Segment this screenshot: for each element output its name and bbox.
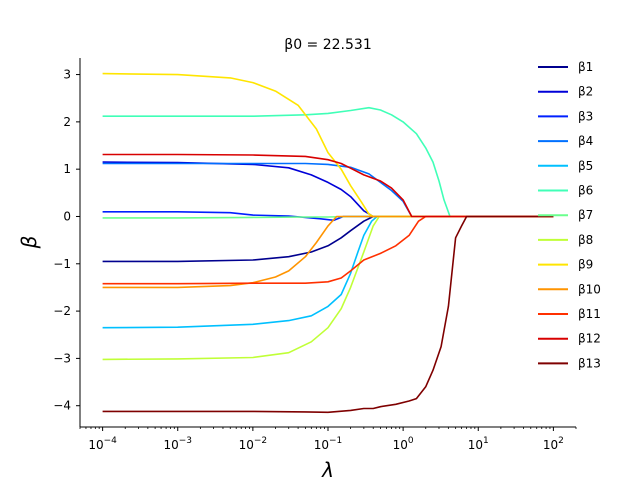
- legend-label: β4: [578, 134, 593, 148]
- series-line-β4: [102, 162, 554, 218]
- x-tick-exponent: −3: [179, 436, 192, 446]
- legend-label: β1: [578, 60, 593, 74]
- legend: β1 β2 β3 β4 β5 β6 β7 β8 β9 β10 β11 β12 β13: [538, 60, 601, 370]
- series-line-β1: [102, 215, 554, 263]
- legend-label: β10: [578, 282, 601, 296]
- series-line-β13: [102, 215, 554, 414]
- x-tick-label: 10−1: [314, 436, 343, 452]
- legend-label: β12: [578, 332, 601, 346]
- x-tick-exponent: −4: [104, 436, 118, 446]
- y-tick-label: −2: [53, 304, 71, 318]
- y-tick-label: 2: [63, 115, 71, 129]
- x-tick-base: 10: [239, 438, 254, 452]
- x-tick-base: 10: [314, 438, 329, 452]
- y-tick-label: 3: [63, 68, 71, 82]
- x-tick-label: 101: [468, 436, 489, 452]
- series-line-β10: [102, 215, 554, 289]
- legend-label: β7: [578, 208, 593, 222]
- series-line-β3: [102, 211, 554, 222]
- legend-label: β11: [578, 307, 601, 321]
- series-line-β11: [102, 215, 554, 285]
- x-tick-base: 10: [468, 438, 483, 452]
- x-tick-exponent: 0: [408, 436, 414, 446]
- x-minor-ticks: [79, 427, 577, 429]
- x-ticks: 10−4 10−3 10−2 10−1 100 101 102: [88, 427, 564, 452]
- series-layer: [102, 72, 554, 414]
- x-tick-label: 102: [543, 436, 564, 452]
- x-tick-label: 10−4: [88, 436, 117, 452]
- legend-label: β3: [578, 109, 593, 123]
- y-tick-label: 1: [63, 162, 71, 176]
- x-tick-exponent: 1: [483, 436, 489, 446]
- series-line-β2: [102, 161, 554, 218]
- x-tick-label: 100: [393, 436, 414, 452]
- series-line-β8: [102, 215, 554, 361]
- x-tick-base: 10: [88, 438, 103, 452]
- x-tick-label: 10−3: [163, 436, 192, 452]
- legend-label: β5: [578, 159, 593, 173]
- y-tick-label: 0: [63, 209, 71, 223]
- legend-label: β6: [578, 184, 593, 198]
- legend-label: β13: [578, 356, 601, 370]
- legend-label: β2: [578, 85, 593, 99]
- y-axis-label: β: [17, 235, 41, 249]
- x-tick-exponent: 2: [558, 436, 564, 446]
- series-line-β9: [102, 72, 554, 218]
- y-tick-label: −3: [53, 351, 71, 365]
- series-line-β12: [102, 153, 554, 218]
- x-tick-label: 10−2: [239, 436, 268, 452]
- series-line-β5: [102, 215, 554, 329]
- x-axis-label: λ: [321, 458, 334, 480]
- x-tick-base: 10: [393, 438, 408, 452]
- legend-label: β8: [578, 233, 593, 247]
- y-ticks: 3 2 1 0 −1 −2 −3 −4: [53, 68, 80, 413]
- x-tick-exponent: −1: [329, 436, 342, 446]
- series-line-β6: [102, 106, 554, 218]
- y-tick-label: −1: [53, 257, 71, 271]
- x-tick-base: 10: [543, 438, 558, 452]
- x-tick-exponent: −2: [254, 436, 267, 446]
- y-tick-label: −4: [53, 399, 71, 413]
- legend-label: β9: [578, 258, 593, 272]
- chart-title: β0 = 22.531: [284, 37, 371, 53]
- x-tick-base: 10: [163, 438, 178, 452]
